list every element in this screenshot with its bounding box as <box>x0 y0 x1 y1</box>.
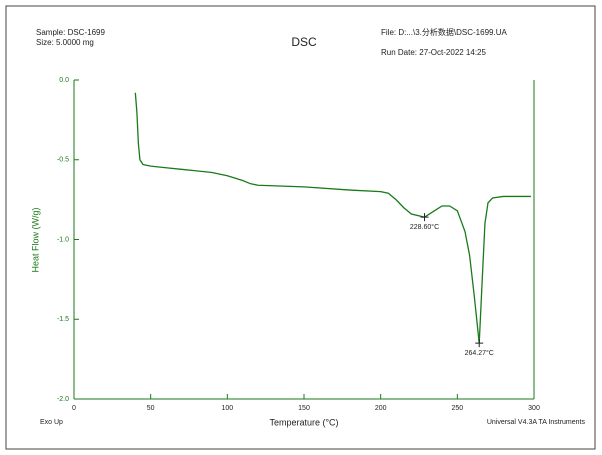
x-tick-label: 150 <box>298 405 310 412</box>
sample: Sample: DSC-1699 <box>36 28 105 37</box>
annotation: 228.60°C <box>410 223 439 231</box>
footer-left: Exo Up <box>40 419 63 426</box>
y-axis-label: Heat Flow (W/g) <box>30 207 40 272</box>
frame <box>5 5 596 450</box>
y-tick-label: -0.5 <box>57 157 69 164</box>
x-tick-label: 50 <box>147 405 155 412</box>
x-axis-label: Temperature (°C) <box>269 417 338 427</box>
size: Size: 5.0000 mg <box>36 38 94 47</box>
x-tick-label: 250 <box>451 405 463 412</box>
y-tick-label: -1.5 <box>57 316 69 323</box>
annotation: 264.27°C <box>465 349 494 357</box>
x-tick-label: 0 <box>72 405 76 412</box>
run-date: Run Date: 27-Oct-2022 14:25 <box>381 48 487 57</box>
x-tick-label: 300 <box>528 405 540 412</box>
y-tick-label: 0.0 <box>59 77 69 84</box>
x-tick-label: 100 <box>221 405 233 412</box>
x-tick-label: 200 <box>375 405 387 412</box>
footer-right: Universal V4.3A TA Instruments <box>487 419 586 426</box>
chart-title: DSC <box>291 35 317 49</box>
y-tick-label: -2.0 <box>57 396 69 403</box>
peak-marker <box>420 213 429 222</box>
y-tick-label: -1.0 <box>57 236 69 243</box>
line-series <box>134 92 531 344</box>
file: File: D:...\3.分析数据\DSC-1699.UA <box>381 27 507 37</box>
peak-marker <box>475 339 484 348</box>
